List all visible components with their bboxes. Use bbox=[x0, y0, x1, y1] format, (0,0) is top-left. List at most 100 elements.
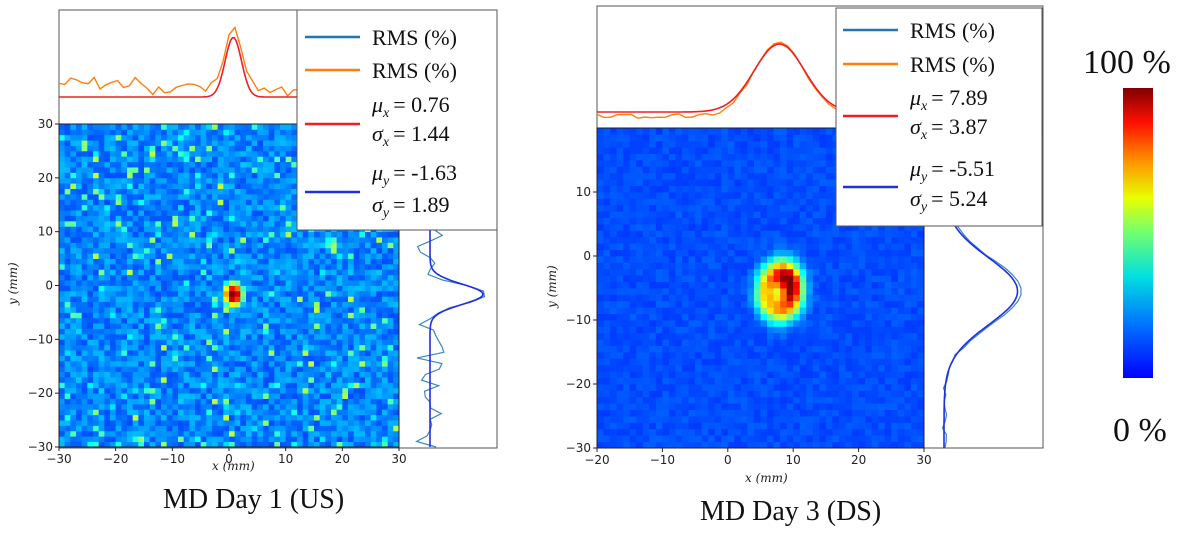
heatmap-cell bbox=[149, 210, 156, 216]
heatmap-cell bbox=[740, 307, 748, 314]
heatmap-cell bbox=[747, 249, 755, 257]
heatmap-cell bbox=[200, 129, 207, 136]
heatmap-cell bbox=[603, 153, 611, 161]
heatmap-cell bbox=[393, 430, 400, 437]
heatmap-cell bbox=[655, 256, 663, 263]
heatmap-cell bbox=[297, 339, 304, 346]
heatmap-cell bbox=[274, 307, 281, 313]
heatmap-cell bbox=[234, 193, 241, 200]
heatmap-cell bbox=[668, 428, 676, 436]
heatmap-cell bbox=[115, 344, 122, 351]
heatmap-cell bbox=[382, 296, 389, 303]
heatmap-cell bbox=[753, 140, 761, 148]
heatmap-cell bbox=[370, 258, 377, 265]
heatmap-cell bbox=[274, 366, 281, 373]
heatmap-cell bbox=[110, 280, 117, 286]
heatmap-cell bbox=[172, 344, 179, 351]
heatmap-cell bbox=[688, 153, 696, 161]
heatmap-cell bbox=[714, 326, 722, 334]
heatmap-cell bbox=[297, 231, 304, 238]
heatmap-cell bbox=[701, 147, 709, 154]
heatmap-cell bbox=[81, 350, 88, 356]
heatmap-cell bbox=[234, 382, 241, 389]
heatmap-cell bbox=[714, 204, 722, 212]
heatmap-cell bbox=[223, 167, 230, 173]
heatmap-cell bbox=[760, 198, 768, 206]
heatmap-cell bbox=[115, 204, 122, 211]
heatmap-cell bbox=[649, 243, 657, 250]
heatmap-cell bbox=[132, 269, 139, 276]
heatmap-cell bbox=[263, 307, 270, 313]
heatmap-cell bbox=[297, 269, 304, 276]
heatmap-cell bbox=[387, 377, 394, 383]
heatmap-cell bbox=[393, 425, 400, 432]
heatmap-cell bbox=[708, 172, 716, 180]
heatmap-cell bbox=[183, 393, 190, 399]
heatmap-cell bbox=[195, 312, 202, 319]
heatmap-cell bbox=[603, 352, 611, 359]
heatmap-cell bbox=[149, 280, 156, 286]
heatmap-cell bbox=[234, 177, 241, 184]
heatmap-cell bbox=[81, 263, 88, 270]
heatmap-cell bbox=[263, 366, 270, 373]
heatmap-cell bbox=[721, 320, 729, 327]
heatmap-cell bbox=[734, 409, 742, 417]
heatmap-cell bbox=[649, 339, 657, 346]
heatmap-cell bbox=[104, 280, 111, 286]
heatmap-cell bbox=[376, 355, 383, 362]
heatmap-cell bbox=[662, 320, 670, 327]
heatmap-cell bbox=[268, 161, 275, 168]
heatmap-cell bbox=[195, 242, 202, 249]
heatmap-cell bbox=[308, 430, 315, 437]
heatmap-cell bbox=[98, 204, 105, 211]
heatmap-cell bbox=[59, 285, 66, 292]
heatmap-cell bbox=[64, 285, 71, 292]
heatmap-cell bbox=[760, 326, 768, 334]
heatmap-cell bbox=[132, 167, 139, 173]
heatmap-cell bbox=[682, 134, 689, 142]
heatmap-cell bbox=[642, 364, 650, 372]
heatmap-cell bbox=[285, 220, 292, 227]
heatmap-cell bbox=[127, 328, 134, 335]
heatmap-cell bbox=[81, 317, 88, 324]
heatmap-cell bbox=[747, 160, 755, 167]
heatmap-cell bbox=[655, 230, 663, 238]
heatmap-cell bbox=[280, 193, 287, 200]
heatmap-cell bbox=[195, 204, 202, 211]
heatmap-cell bbox=[308, 263, 315, 270]
heatmap-cell bbox=[263, 231, 270, 238]
heatmap-cell bbox=[365, 420, 372, 426]
heatmap-cell bbox=[370, 393, 377, 399]
heatmap-cell bbox=[178, 237, 185, 243]
heatmap-cell bbox=[178, 387, 185, 394]
heatmap-cell bbox=[223, 129, 230, 136]
heatmap-cell bbox=[319, 366, 326, 373]
heatmap-cell bbox=[387, 323, 394, 329]
heatmap-cell bbox=[59, 199, 66, 206]
heatmap-cell bbox=[623, 428, 631, 436]
heatmap-cell bbox=[274, 398, 281, 405]
heatmap-cell bbox=[636, 224, 644, 231]
heatmap-cell bbox=[365, 393, 372, 399]
heatmap-cell bbox=[688, 160, 696, 167]
heatmap-cell bbox=[172, 134, 179, 141]
heatmap-cell bbox=[229, 307, 236, 313]
heatmap-cell bbox=[747, 179, 755, 186]
heatmap-cell bbox=[206, 339, 213, 346]
heatmap-cell bbox=[195, 226, 202, 233]
heatmap-cell bbox=[212, 140, 219, 146]
heatmap-cell bbox=[87, 393, 94, 399]
heatmap-cell bbox=[740, 281, 748, 289]
heatmap-cell bbox=[701, 236, 709, 244]
heatmap-cell bbox=[675, 224, 683, 231]
heatmap-cell bbox=[649, 371, 657, 378]
heatmap-cell bbox=[359, 269, 366, 276]
heatmap-cell bbox=[285, 253, 292, 259]
heatmap-cell bbox=[223, 377, 230, 383]
heatmap-cell bbox=[760, 396, 768, 404]
heatmap-cell bbox=[655, 409, 663, 417]
heatmap-cell bbox=[110, 140, 117, 146]
x-tick-label: −20 bbox=[103, 452, 128, 466]
heatmap-cell bbox=[359, 237, 366, 243]
heatmap-cell bbox=[701, 275, 709, 282]
